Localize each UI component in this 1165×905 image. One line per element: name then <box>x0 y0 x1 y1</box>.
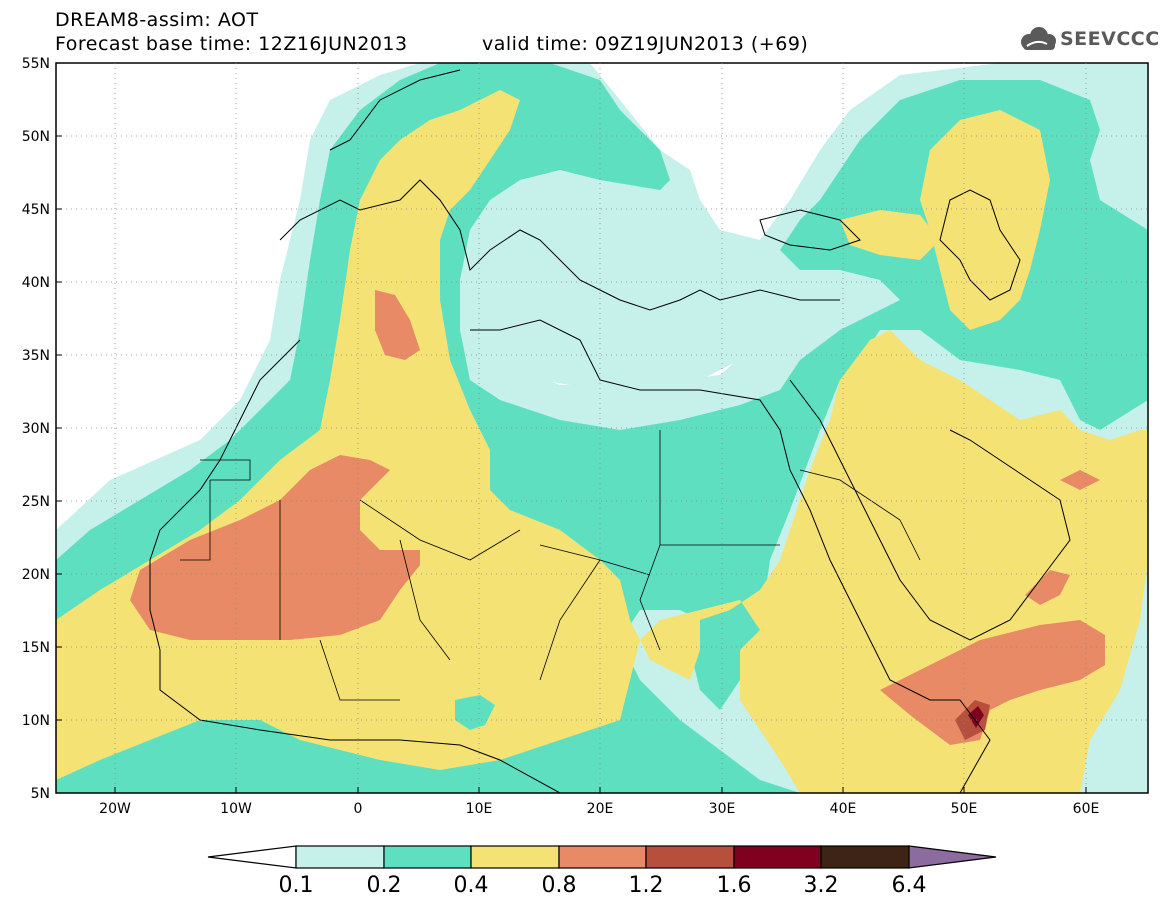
cloud-logo-icon <box>1021 27 1056 50</box>
lat-label: 50N <box>22 129 50 145</box>
contour-0.2-blob <box>455 695 495 730</box>
lat-label: 10N <box>22 713 50 729</box>
arabia-coast <box>789 379 1071 641</box>
colorbar-label: 0.1 <box>279 873 314 898</box>
forecast-base-time: Forecast base time: 12Z16JUN2013 <box>55 33 408 55</box>
lat-label: 15N <box>22 640 50 656</box>
caspian <box>939 189 1021 301</box>
lon-label: 50E <box>951 801 978 817</box>
lat-label: 35N <box>22 348 50 364</box>
colorbar-under-arrow <box>207 845 297 869</box>
colorbar-swatch <box>645 845 735 869</box>
logo-text: SEEVCCC <box>1060 28 1160 50</box>
africa-coast <box>149 319 991 793</box>
europe-coast <box>279 69 840 311</box>
lat-label: 40N <box>22 275 50 291</box>
colorbar-over-arrow <box>908 845 997 869</box>
lat-label: 20N <box>22 567 50 583</box>
lon-label: 30E <box>709 801 736 817</box>
lat-label: 5N <box>31 786 50 802</box>
contour-0.8-oman <box>1025 570 1070 605</box>
contour-0.4-kazakhstan <box>920 110 1050 330</box>
contour-0.8-gulf <box>1060 470 1100 490</box>
colorbar-swatch <box>383 845 472 869</box>
colorbar-label: 1.6 <box>717 873 752 898</box>
contour-0.8-arabia <box>880 620 1105 745</box>
lon-label: 60E <box>1073 801 1100 817</box>
contour-1.6 <box>968 706 984 728</box>
colorbar-swatch <box>820 845 910 869</box>
map-title: DREAM8-assim: AOT <box>55 9 259 31</box>
colorbar-label: 6.4 <box>892 873 927 898</box>
colorbar-label: 0.4 <box>454 873 489 898</box>
black-sea <box>759 209 861 251</box>
colorbar-label: 3.2 <box>804 873 839 898</box>
colorbar-swatch <box>470 845 560 869</box>
colorbar-swatch <box>733 845 822 869</box>
lon-label: 40E <box>830 801 857 817</box>
lat-label: 30N <box>22 421 50 437</box>
contour-0.4-caucasus <box>840 210 940 260</box>
coastlines <box>149 69 1071 793</box>
lon-label: 20W <box>99 801 131 817</box>
lat-label: 25N <box>22 494 50 510</box>
lon-label: 0 <box>354 801 363 817</box>
colorbar-swatch <box>295 845 385 869</box>
contour-0.8-sahara <box>130 455 420 640</box>
colorbar-label: 0.8 <box>542 873 577 898</box>
colorbar <box>207 845 997 869</box>
lon-label: 20E <box>587 801 614 817</box>
colorbar-swatch <box>558 845 647 869</box>
axis-ticks <box>56 62 1087 794</box>
lat-label: 55N <box>22 56 50 72</box>
colorbar-label: 1.2 <box>629 873 664 898</box>
contour-0.8-atlas <box>375 290 420 360</box>
aot-field <box>56 63 1148 793</box>
country-borders <box>180 430 921 701</box>
lon-label: 10W <box>220 801 252 817</box>
valid-time: valid time: 09Z19JUN2013 (+69) <box>482 33 809 55</box>
colorbar-label: 0.2 <box>367 873 402 898</box>
graticule <box>56 63 1148 793</box>
lat-label: 45N <box>22 202 50 218</box>
lon-label: 10E <box>466 801 493 817</box>
